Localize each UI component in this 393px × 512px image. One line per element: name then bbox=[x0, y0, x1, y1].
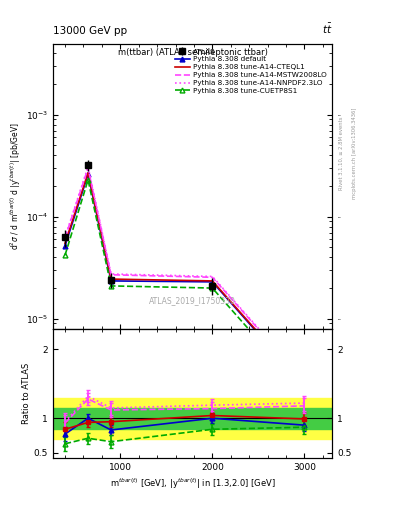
Pythia 8.308 default bbox=[302, 383, 307, 389]
Pythia 8.308 tune-A14-CTEQL1 bbox=[86, 169, 90, 176]
Pythia 8.308 tune-CUETP8S1 bbox=[210, 285, 215, 291]
Pythia 8.308 tune-A14-CTEQL1 bbox=[62, 240, 67, 246]
Pythia 8.308 default bbox=[109, 278, 114, 284]
Pythia 8.308 tune-A14-CTEQL1 bbox=[109, 276, 114, 282]
Y-axis label: Ratio to ATLAS: Ratio to ATLAS bbox=[22, 363, 31, 424]
Line: Pythia 8.308 tune-A14-NNPDF2.3LO: Pythia 8.308 tune-A14-NNPDF2.3LO bbox=[65, 167, 305, 380]
Line: Pythia 8.308 default: Pythia 8.308 default bbox=[62, 172, 307, 388]
Pythia 8.308 tune-A14-MSTW2008LO bbox=[109, 272, 114, 278]
Legend: ATLAS, Pythia 8.308 default, Pythia 8.308 tune-A14-CTEQL1, Pythia 8.308 tune-A14: ATLAS, Pythia 8.308 default, Pythia 8.30… bbox=[173, 47, 329, 95]
Pythia 8.308 default bbox=[210, 279, 215, 285]
Bar bbox=[53, 398, 332, 439]
Pythia 8.308 tune-A14-MSTW2008LO bbox=[210, 274, 215, 281]
Line: Pythia 8.308 tune-A14-CTEQL1: Pythia 8.308 tune-A14-CTEQL1 bbox=[65, 173, 305, 385]
Text: $t\bar{t}$: $t\bar{t}$ bbox=[321, 22, 332, 36]
Text: ATLAS_2019_I1750330: ATLAS_2019_I1750330 bbox=[149, 295, 236, 305]
Pythia 8.308 tune-A14-CTEQL1 bbox=[210, 278, 215, 284]
Pythia 8.308 tune-A14-MSTW2008LO bbox=[62, 235, 67, 241]
Pythia 8.308 tune-A14-NNPDF2.3LO bbox=[302, 377, 307, 383]
Pythia 8.308 tune-A14-NNPDF2.3LO bbox=[109, 271, 114, 277]
Pythia 8.308 tune-A14-NNPDF2.3LO bbox=[86, 164, 90, 170]
Pythia 8.308 tune-CUETP8S1 bbox=[302, 389, 307, 395]
Text: m(ttbar) (ATLAS semileptonic ttbar): m(ttbar) (ATLAS semileptonic ttbar) bbox=[118, 48, 268, 57]
Pythia 8.308 tune-CUETP8S1 bbox=[62, 252, 67, 258]
Pythia 8.308 tune-A14-MSTW2008LO bbox=[302, 378, 307, 384]
X-axis label: m$^{tbar(t)}$ [GeV], |y$^{tbar(t)}$| in [1.3,2.0] [GeV]: m$^{tbar(t)}$ [GeV], |y$^{tbar(t)}$| in … bbox=[110, 476, 275, 490]
Text: 13000 GeV pp: 13000 GeV pp bbox=[53, 26, 127, 36]
Bar bbox=[53, 408, 332, 429]
Pythia 8.308 tune-CUETP8S1 bbox=[109, 283, 114, 289]
Pythia 8.308 tune-A14-NNPDF2.3LO bbox=[62, 234, 67, 240]
Text: mcplots.cern.ch [arXiv:1306.3436]: mcplots.cern.ch [arXiv:1306.3436] bbox=[352, 108, 357, 199]
Line: Pythia 8.308 tune-A14-MSTW2008LO: Pythia 8.308 tune-A14-MSTW2008LO bbox=[65, 168, 305, 381]
Pythia 8.308 tune-A14-CTEQL1 bbox=[302, 382, 307, 388]
Pythia 8.308 default bbox=[86, 172, 90, 178]
Text: Rivet 3.1.10, ≥ 2.8M events: Rivet 3.1.10, ≥ 2.8M events bbox=[339, 117, 344, 190]
Pythia 8.308 tune-A14-NNPDF2.3LO bbox=[210, 273, 215, 280]
Pythia 8.308 tune-A14-MSTW2008LO bbox=[86, 165, 90, 171]
Line: Pythia 8.308 tune-CUETP8S1: Pythia 8.308 tune-CUETP8S1 bbox=[62, 178, 307, 395]
Y-axis label: d$^2\sigma$ / d m$^{tbar(t)}$ d |y$^{tbar(t)}$| [pb/GeV]: d$^2\sigma$ / d m$^{tbar(t)}$ d |y$^{tba… bbox=[9, 122, 23, 250]
Pythia 8.308 tune-CUETP8S1 bbox=[86, 177, 90, 183]
Pythia 8.308 default bbox=[62, 243, 67, 249]
